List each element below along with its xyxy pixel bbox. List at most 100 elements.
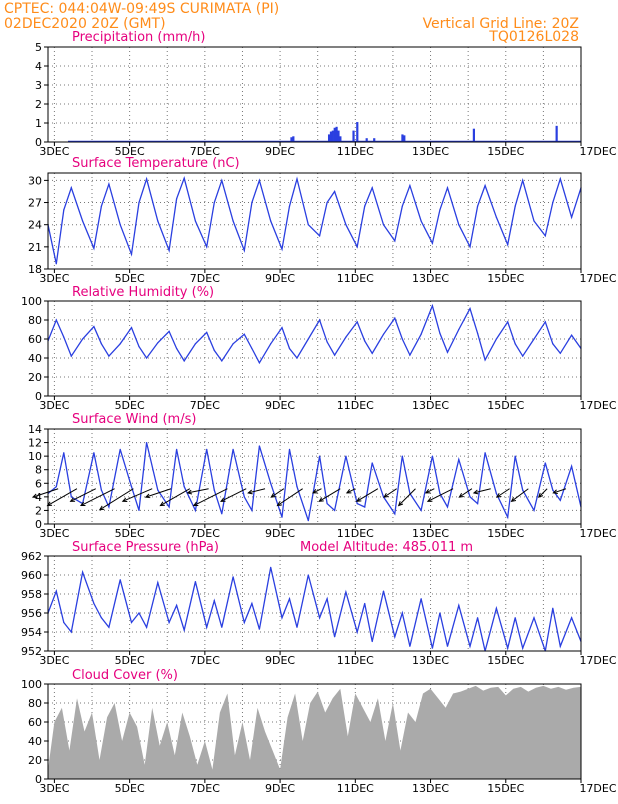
y-tick-label: 12 (28, 437, 42, 450)
wind-data-point (206, 448, 208, 450)
rh-data-point (258, 362, 260, 364)
header-model-id: TQ0126L028 (488, 29, 579, 45)
cloud-frame (47, 683, 582, 780)
wind-data-point (326, 503, 328, 505)
pressure-data-point (371, 640, 373, 643)
x-tick-label: 15DEC (487, 145, 524, 158)
temp-data-point (394, 240, 396, 242)
wind-vector (319, 488, 341, 502)
wind-vector (160, 488, 191, 506)
wind-series-line (47, 442, 582, 521)
x-tick-label: 15DEC (487, 527, 524, 540)
y-tick-label: 24 (28, 219, 42, 232)
x-tick-label: 17DEC (579, 145, 616, 158)
temp-data-point (157, 220, 159, 222)
wind-vector-head (458, 492, 464, 498)
rh-data-point (194, 343, 197, 345)
temp-data-point (382, 224, 385, 226)
wind-vector (538, 488, 548, 498)
x-tick-label: 11DEC (337, 145, 374, 158)
precip-bar (329, 131, 333, 142)
pressure-data-point (138, 612, 140, 614)
rh-data-point (371, 352, 373, 354)
wind-data-point (194, 509, 197, 512)
wind-vector-head (355, 497, 362, 502)
x-tick-label: 15DEC (487, 654, 524, 667)
temp-data-point (119, 224, 121, 226)
x-tick-label: 17DEC (579, 399, 616, 412)
precip-bar (472, 128, 475, 142)
wind-vector-head (510, 497, 517, 503)
pressure-data-point (552, 607, 554, 609)
wind-data-point (533, 509, 535, 512)
rh-data-point (70, 355, 72, 357)
x-tick-label: 7DEC (190, 399, 220, 412)
rh-data-point (559, 352, 561, 354)
x-tick-label: 13DEC (412, 145, 449, 158)
y-tick-label: 20 (28, 371, 42, 384)
pressure-data-point (446, 645, 449, 647)
pressure-data-point (476, 617, 479, 619)
pressure-data-point (168, 621, 170, 624)
pressure-data-point (318, 617, 321, 619)
wind-vector (32, 488, 59, 498)
y-tick-label: 20 (28, 754, 42, 767)
pressure-data-point (394, 636, 396, 638)
y-tick-label: 2 (35, 98, 42, 111)
wind-data-point (258, 445, 260, 447)
rh-data-point (176, 347, 178, 350)
wind-data-point (157, 489, 159, 491)
temp-data-point (232, 220, 234, 222)
y-tick-label: 100 (21, 295, 42, 308)
x-tick-label: 7DEC (190, 272, 220, 285)
x-tick-label: 9DEC (265, 145, 295, 158)
rh-data-point (476, 332, 479, 334)
temp-data-point (371, 187, 373, 189)
y-tick-label: 8 (35, 464, 42, 477)
temp-data-point (145, 178, 148, 180)
x-tick-label: 3DEC (39, 527, 69, 540)
pressure-data-point (270, 566, 272, 569)
temp-data-point (281, 248, 283, 250)
pressure-data-point (559, 645, 561, 647)
x-tick-label: 17DEC (579, 272, 616, 285)
x-tick-label: 9DEC (265, 399, 295, 412)
pressure-series-line (47, 567, 582, 652)
temp-data-point (401, 205, 403, 207)
model-altitude-label: Model Altitude: 485.011 m (300, 540, 473, 555)
pressure-frame (47, 555, 582, 652)
wind-frame (47, 428, 582, 525)
wind-data-point (544, 462, 546, 464)
wind-data-point (401, 455, 403, 457)
rh-data-point (552, 343, 554, 345)
panel-pressure: Surface Pressure (hPa) Model Altitude: 4… (21, 540, 617, 667)
pressure-data-point (221, 626, 223, 628)
pressure-data-point (119, 579, 121, 581)
wind-vector-head (318, 497, 324, 502)
x-tick-label: 3DEC (39, 654, 69, 667)
wind-vector (425, 488, 435, 494)
rh-data-point (232, 343, 234, 345)
rh-data-point (213, 349, 215, 351)
rh-data-point (364, 340, 366, 342)
pressure-data-point (130, 621, 133, 624)
wind-vector (511, 488, 529, 502)
rh-data-point (394, 317, 396, 319)
temp-data-point (552, 201, 554, 204)
temp-data-point (356, 246, 358, 248)
wind-data-point (334, 509, 336, 512)
x-tick-label: 7DEC (190, 527, 220, 540)
rh-data-point (326, 341, 328, 343)
pressure-data-point (364, 602, 366, 605)
rh-data-point (401, 338, 403, 340)
x-tick-label: 17DEC (579, 654, 616, 667)
x-tick-label: 9DEC (265, 527, 295, 540)
x-tick-label: 5DEC (115, 399, 145, 412)
y-tick-label: 1 (35, 117, 42, 130)
wind-vector-head (345, 489, 352, 494)
rh-data-point (119, 343, 121, 345)
x-tick-label: 11DEC (337, 782, 374, 795)
precip-bar (290, 137, 293, 142)
wind-data-point (345, 455, 347, 457)
